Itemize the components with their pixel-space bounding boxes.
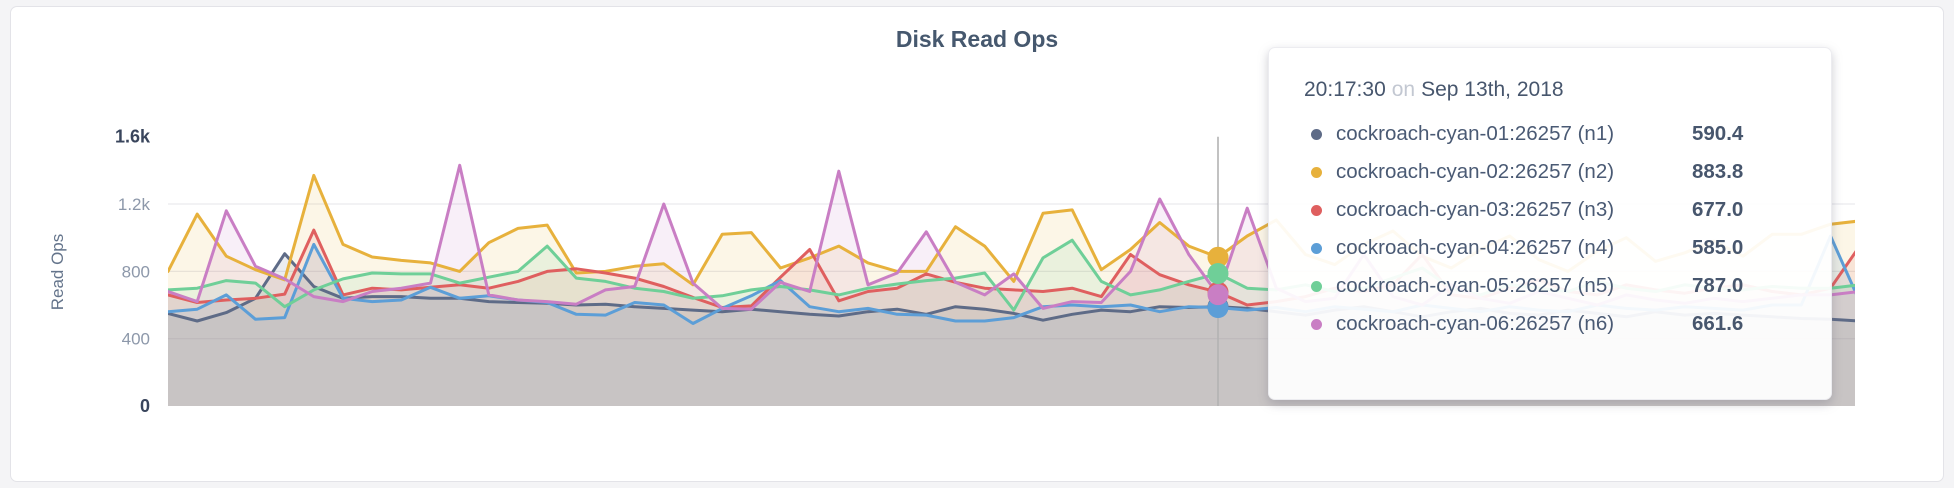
y-tick-label: 0 [140, 396, 150, 416]
legend-dot-icon [1311, 280, 1322, 292]
tooltip-connector: on [1391, 78, 1416, 101]
hover-tooltip: 20:17:30 on Sep 13th, 2018 cockroach-cyan-… [1268, 47, 1832, 400]
series-value: 883.8 [1692, 160, 1744, 183]
tooltip-legend: cockroach-cyan-01:26257 (n1) 590.4 cockroa… [1304, 115, 1811, 343]
y-tick-label: 1.6k [115, 127, 151, 147]
y-tick-label: 400 [122, 330, 150, 349]
legend-dot-icon [1311, 204, 1322, 216]
series-name: cockroach-cyan-02:26257 (n2) [1336, 160, 1615, 183]
tooltip-time: 20:17:30 [1304, 78, 1386, 101]
legend-dot-icon [1311, 318, 1322, 330]
series-value: 677.0 [1692, 198, 1744, 221]
series-name: cockroach-cyan-06:26257 (n6) [1336, 312, 1615, 335]
series-value: 661.6 [1692, 312, 1744, 335]
tooltip-header: 20:17:30 on Sep 13th, 2018 [1304, 78, 1811, 102]
series-value: 585.0 [1692, 236, 1744, 259]
tooltip-date: Sep 13th, 2018 [1421, 78, 1564, 101]
chart-title: Disk Read Ops [895, 26, 1059, 52]
series-value: 590.4 [1692, 122, 1744, 145]
series-name: cockroach-cyan-05:26257 (n5) [1336, 274, 1615, 297]
tooltip-row: cockroach-cyan-06:26257 (n6) 661.6 [1304, 305, 1811, 343]
tooltip-row: cockroach-cyan-02:26257 (n2) 883.8 [1304, 153, 1811, 191]
tooltip-row: cockroach-cyan-01:26257 (n1) 590.4 [1304, 115, 1811, 153]
tooltip-row: cockroach-cyan-04:26257 (n4) 585.0 [1304, 229, 1811, 267]
series-value: 787.0 [1692, 274, 1744, 297]
tooltip-row: cockroach-cyan-05:26257 (n5) 787.0 [1304, 267, 1811, 305]
y-axis-ticks: 0 400 800 1.2k 1.6k [115, 127, 151, 416]
y-tick-label: 1.2k [118, 195, 151, 214]
hover-dot-cockroach-cyan-06:26257 (n6) [1207, 284, 1229, 306]
series-name: cockroach-cyan-04:26257 (n4) [1336, 236, 1615, 259]
legend-dot-icon [1311, 242, 1322, 254]
hover-dot-cockroach-cyan-02:26257 (n2) [1207, 246, 1229, 268]
y-axis-label: Read Ops [48, 233, 67, 311]
legend-dot-icon [1311, 128, 1322, 140]
hover-dot-cockroach-cyan-05:26257 (n5) [1207, 263, 1229, 285]
y-tick-label: 800 [122, 262, 150, 281]
tooltip-row: cockroach-cyan-03:26257 (n3) 677.0 [1304, 191, 1811, 229]
legend-dot-icon [1311, 166, 1322, 178]
series-name: cockroach-cyan-01:26257 (n1) [1336, 122, 1615, 145]
series-name: cockroach-cyan-03:26257 (n3) [1336, 198, 1615, 221]
